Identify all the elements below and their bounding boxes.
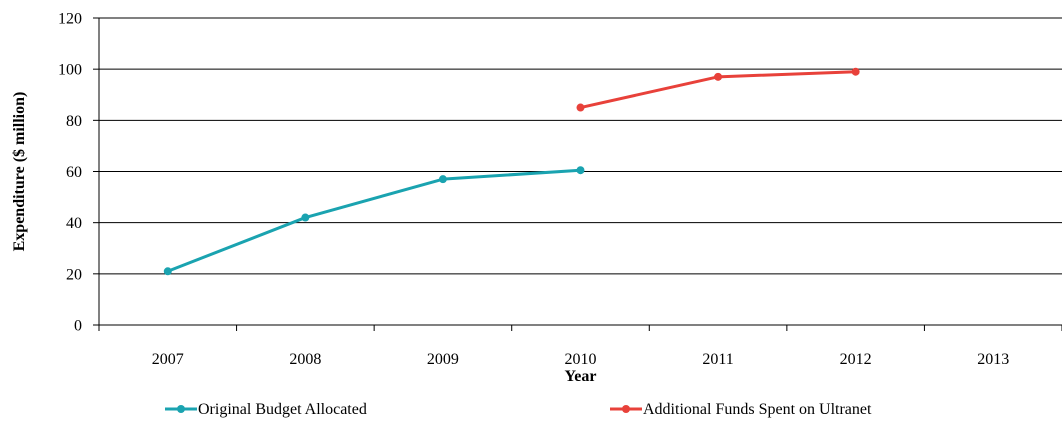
data-point <box>576 103 585 112</box>
gridlines <box>99 17 1062 275</box>
data-point <box>163 267 172 276</box>
legend-label: Original Budget Allocated <box>198 401 367 418</box>
y-tick-label: 100 <box>58 62 82 79</box>
x-tick-label: 2009 <box>427 351 459 368</box>
legend-item: Additional Funds Spent on Ultranet <box>610 401 872 418</box>
series-lines <box>163 67 860 276</box>
x-tick-label: 2011 <box>702 351 733 368</box>
series-2 <box>576 67 860 112</box>
x-tick-label: 2007 <box>152 351 184 368</box>
y-tick-label: 20 <box>66 266 82 283</box>
y-axis-title: Expenditure ($ million) <box>11 92 28 252</box>
y-tick-label: 40 <box>66 215 82 232</box>
x-tick-label: 2008 <box>289 351 321 368</box>
legend: Original Budget Allocated Additional Fund… <box>165 401 872 418</box>
axes <box>93 17 1062 331</box>
x-tick-labels: 2007 2008 2009 2010 2011 2012 2013 <box>152 351 1009 368</box>
y-tick-label: 0 <box>74 318 82 335</box>
x-tick-label: 2010 <box>565 351 597 368</box>
x-tick-label: 2013 <box>977 351 1009 368</box>
data-point <box>576 166 585 175</box>
data-point <box>851 67 860 76</box>
legend-marker <box>622 405 630 413</box>
y-tick-label: 80 <box>66 113 82 130</box>
series-1 <box>163 166 585 276</box>
y-tick-labels: 0 20 40 60 80 100 120 <box>58 11 82 335</box>
legend-item: Original Budget Allocated <box>165 401 367 418</box>
data-point <box>301 213 310 222</box>
y-tick-label: 120 <box>58 11 82 28</box>
legend-marker <box>177 405 185 413</box>
y-tick-label: 60 <box>66 164 82 181</box>
series-line <box>167 168 581 273</box>
legend-label: Additional Funds Spent on Ultranet <box>643 401 872 418</box>
x-tick-label: 2012 <box>840 351 872 368</box>
data-point <box>714 72 723 81</box>
x-axis-title: Year <box>565 368 597 385</box>
data-point <box>438 175 447 184</box>
